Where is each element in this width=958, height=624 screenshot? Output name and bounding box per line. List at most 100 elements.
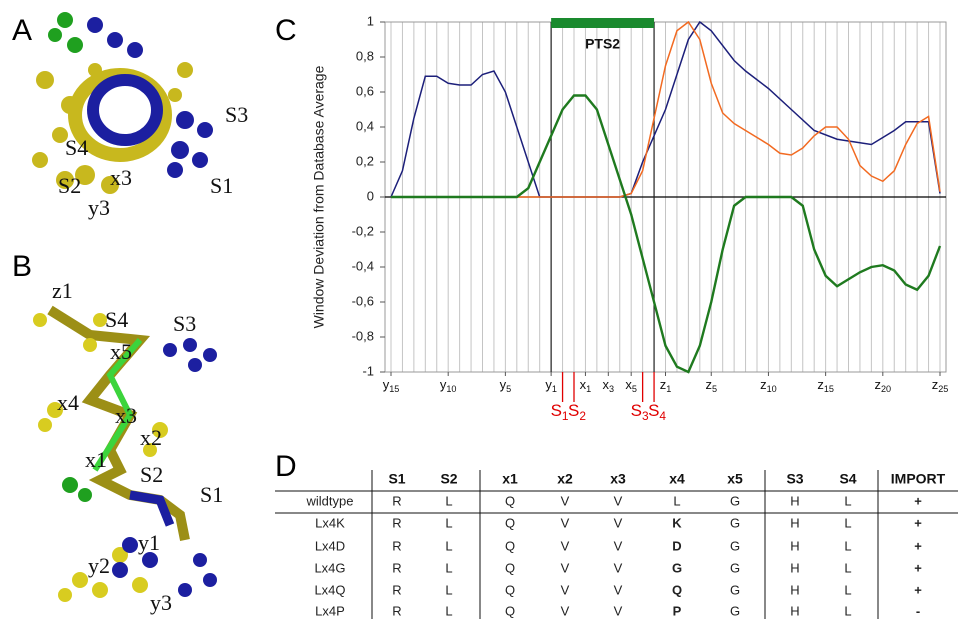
x-tick-label: z25 xyxy=(932,377,949,394)
x-tick-label: x1 xyxy=(580,377,592,394)
x-tick-label: y10 xyxy=(440,377,457,394)
table-cell: V xyxy=(561,582,570,597)
marker-label: S4 xyxy=(648,401,666,423)
table-cell: L xyxy=(844,582,851,597)
x-tick-label: z5 xyxy=(705,377,717,394)
table-cell: V xyxy=(614,538,623,553)
table-cell: H xyxy=(790,560,799,575)
molecule-label: S4 xyxy=(105,307,128,332)
table-cell: + xyxy=(914,515,922,530)
table-cell: L xyxy=(673,493,680,508)
table-header: S4 xyxy=(839,471,856,487)
table-cell: - xyxy=(916,603,920,618)
table-cell: + xyxy=(914,582,922,597)
molecule-label: y1 xyxy=(138,530,160,555)
molecule-label: x3 xyxy=(115,403,137,428)
y-tick-label: -1 xyxy=(362,363,374,378)
y-tick-label: 0,4 xyxy=(356,118,374,133)
region-bar xyxy=(551,18,654,28)
table-cell: V xyxy=(614,603,623,618)
table-header: x1 xyxy=(502,471,518,487)
molecule-label: y3 xyxy=(150,590,172,615)
table-cell: G xyxy=(730,582,740,597)
table-header: S3 xyxy=(786,471,803,487)
table-cell: Lx4D xyxy=(315,538,345,553)
table-cell: L xyxy=(844,538,851,553)
y-tick-label: -0,8 xyxy=(352,328,374,343)
table-cell: + xyxy=(914,560,922,575)
y-tick-label: -0,2 xyxy=(352,223,374,238)
y-tick-label: 0,6 xyxy=(356,83,374,98)
table-cell: R xyxy=(392,515,401,530)
table-cell: G xyxy=(730,493,740,508)
table-header: x3 xyxy=(610,471,626,487)
y-axis-label: Window Deviation from Database Average xyxy=(311,65,327,328)
table-cell: K xyxy=(672,515,682,530)
table-cell: L xyxy=(445,560,452,575)
x-tick-label: x5 xyxy=(625,377,637,394)
molecule-label: S2 xyxy=(140,462,163,487)
table-header: S2 xyxy=(440,471,457,487)
y-tick-label: 0,8 xyxy=(356,48,374,63)
panel-letter: B xyxy=(12,250,32,283)
table-header: S1 xyxy=(388,471,405,487)
marker-label: S1 xyxy=(551,401,569,423)
table-cell: L xyxy=(844,560,851,575)
x-tick-label: z10 xyxy=(760,377,777,394)
table-cell: H xyxy=(790,493,799,508)
x-tick-label: y15 xyxy=(383,377,400,394)
molecule-label: x3 xyxy=(110,165,132,190)
table-cell: G xyxy=(730,515,740,530)
table-cell: V xyxy=(561,538,570,553)
table-cell: G xyxy=(730,603,740,618)
table-cell: R xyxy=(392,493,401,508)
table-cell: R xyxy=(392,603,401,618)
table-cell: Q xyxy=(505,603,515,618)
table-cell: V xyxy=(561,515,570,530)
table-cell: Q xyxy=(505,493,515,508)
table-header: x5 xyxy=(727,471,743,487)
molecule-label: S2 xyxy=(58,173,81,198)
table-cell: + xyxy=(914,493,922,508)
table-cell: Q xyxy=(505,582,515,597)
y-tick-label: -0,6 xyxy=(352,293,374,308)
table-cell: Q xyxy=(505,560,515,575)
table-cell: L xyxy=(445,582,452,597)
molecule-label: S4 xyxy=(65,135,88,160)
table-cell: L xyxy=(445,515,452,530)
table-cell: wildtype xyxy=(306,493,354,508)
table-cell: G xyxy=(730,560,740,575)
table-cell: V xyxy=(561,560,570,575)
x-tick-label: z15 xyxy=(817,377,834,394)
y-tick-label: 0 xyxy=(367,188,374,203)
figure: AS3S4S2x3S1y3Bz1S4S3x5x4x3x2x1S2S1y1y2y3… xyxy=(0,0,958,619)
table-cell: H xyxy=(790,515,799,530)
x-tick-label: y1 xyxy=(545,377,557,394)
x-tick-label: x3 xyxy=(603,377,615,394)
molecule-label: x2 xyxy=(140,425,162,450)
table-cell: L xyxy=(844,493,851,508)
molecule-label: x4 xyxy=(57,390,79,415)
panel-letter: C xyxy=(275,14,297,47)
table-cell: V xyxy=(614,582,623,597)
table-cell: Q xyxy=(505,538,515,553)
molecule-label: z1 xyxy=(52,278,73,303)
table-cell: V xyxy=(561,493,570,508)
table-cell: V xyxy=(561,603,570,618)
panel-letter: A xyxy=(12,14,32,47)
y-tick-label: 0,2 xyxy=(356,153,374,168)
table-cell: + xyxy=(914,538,922,553)
table-cell: H xyxy=(790,582,799,597)
table-cell: G xyxy=(730,538,740,553)
table-cell: Lx4P xyxy=(315,603,345,618)
molecule-label: y3 xyxy=(88,195,110,220)
table-cell: L xyxy=(445,538,452,553)
table-cell: Lx4Q xyxy=(314,582,345,597)
table-cell: R xyxy=(392,560,401,575)
molecule-label: S1 xyxy=(210,173,233,198)
y-tick-label: -0,4 xyxy=(352,258,374,273)
table-cell: Q xyxy=(672,582,682,597)
table-cell: H xyxy=(790,538,799,553)
table-cell: D xyxy=(672,538,681,553)
table-header: x2 xyxy=(557,471,573,487)
